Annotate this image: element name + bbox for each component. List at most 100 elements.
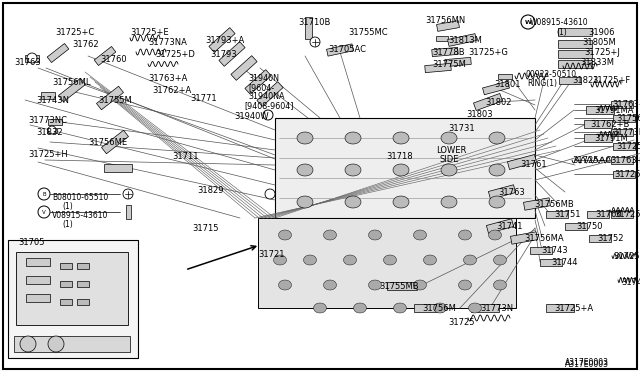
Ellipse shape [345,164,361,176]
Text: W: W [525,19,531,25]
Polygon shape [486,219,513,233]
Polygon shape [584,134,612,142]
Text: 31763: 31763 [498,188,525,197]
Polygon shape [546,211,568,218]
Text: 31791MA: 31791MA [594,106,634,115]
Text: 31832: 31832 [36,128,63,137]
Text: 31801: 31801 [494,80,520,89]
Polygon shape [559,77,581,83]
Text: 31773NC: 31773NC [28,116,67,125]
Polygon shape [445,57,471,67]
Text: 31755MB: 31755MB [379,282,419,291]
Text: 31775M: 31775M [432,60,466,69]
Polygon shape [558,50,592,58]
Polygon shape [611,100,633,108]
Ellipse shape [369,280,381,290]
Text: 31725+F: 31725+F [592,76,630,85]
Polygon shape [474,93,502,110]
Text: 31725+C: 31725+C [55,28,94,37]
Ellipse shape [314,303,326,313]
Text: 31756M: 31756M [422,304,456,313]
Text: 31756MN: 31756MN [425,16,465,25]
Polygon shape [558,40,592,48]
Ellipse shape [489,132,505,144]
Ellipse shape [468,303,481,313]
Polygon shape [530,247,552,253]
Polygon shape [94,46,116,65]
Polygon shape [305,17,312,39]
Text: 31791M: 31791M [594,134,628,143]
Polygon shape [60,299,72,305]
Ellipse shape [297,196,313,208]
Text: A317E0003: A317E0003 [565,358,609,367]
Bar [258,218,516,308]
Text: 31805M: 31805M [582,38,616,47]
Bar [14,336,130,352]
Polygon shape [432,47,458,57]
Text: 31725+D: 31725+D [155,50,195,59]
Text: 31756MA: 31756MA [524,234,564,243]
Text: 31833M: 31833M [580,58,614,67]
Ellipse shape [383,255,397,265]
Text: 31755MC: 31755MC [348,28,388,37]
Polygon shape [77,263,89,269]
Circle shape [27,53,37,63]
Text: 00922-50510: 00922-50510 [525,70,576,79]
Text: 31763: 31763 [14,58,41,67]
Ellipse shape [278,280,291,290]
Circle shape [310,37,320,47]
Polygon shape [558,28,592,36]
Polygon shape [524,198,550,210]
Ellipse shape [323,230,337,240]
Ellipse shape [433,303,447,313]
Text: 31771: 31771 [190,94,216,103]
Polygon shape [611,157,633,164]
Text: B: B [42,192,46,196]
Polygon shape [511,232,538,244]
Circle shape [265,189,275,199]
Polygon shape [558,60,592,68]
Polygon shape [231,56,257,80]
Text: 31725: 31725 [448,318,474,327]
Text: 31763+A: 31763+A [148,74,188,83]
Polygon shape [26,258,50,266]
Polygon shape [26,276,50,284]
Text: 31813M: 31813M [448,36,482,45]
Ellipse shape [458,280,472,290]
Ellipse shape [489,196,505,208]
Ellipse shape [344,255,356,265]
Ellipse shape [463,255,477,265]
Circle shape [20,336,36,352]
Text: SIDE: SIDE [440,155,460,164]
Polygon shape [25,55,39,61]
Polygon shape [257,82,283,106]
Text: 31778B: 31778B [432,48,465,57]
Text: 31747: 31747 [621,278,640,287]
Text: 31705: 31705 [18,238,45,247]
Circle shape [48,336,64,352]
Ellipse shape [424,255,436,265]
Text: 31802: 31802 [485,98,511,107]
Polygon shape [436,20,460,31]
Polygon shape [77,281,89,287]
Text: 31940N: 31940N [248,74,279,83]
Text: 31940NA: 31940NA [248,92,285,101]
Polygon shape [565,222,587,230]
Ellipse shape [393,196,409,208]
Text: (1): (1) [62,202,73,211]
Polygon shape [586,106,614,114]
Circle shape [263,110,273,120]
Text: 31821: 31821 [572,76,598,85]
Ellipse shape [394,303,406,313]
Polygon shape [508,154,536,170]
Polygon shape [209,28,235,52]
Ellipse shape [488,230,502,240]
Polygon shape [447,33,476,46]
Bar [8,240,138,358]
Text: 31718: 31718 [386,152,413,161]
Text: RING(1): RING(1) [527,79,557,88]
Text: 31731: 31731 [448,124,475,133]
Circle shape [48,126,56,134]
Text: 31725+C: 31725+C [572,156,611,165]
Polygon shape [47,44,69,62]
